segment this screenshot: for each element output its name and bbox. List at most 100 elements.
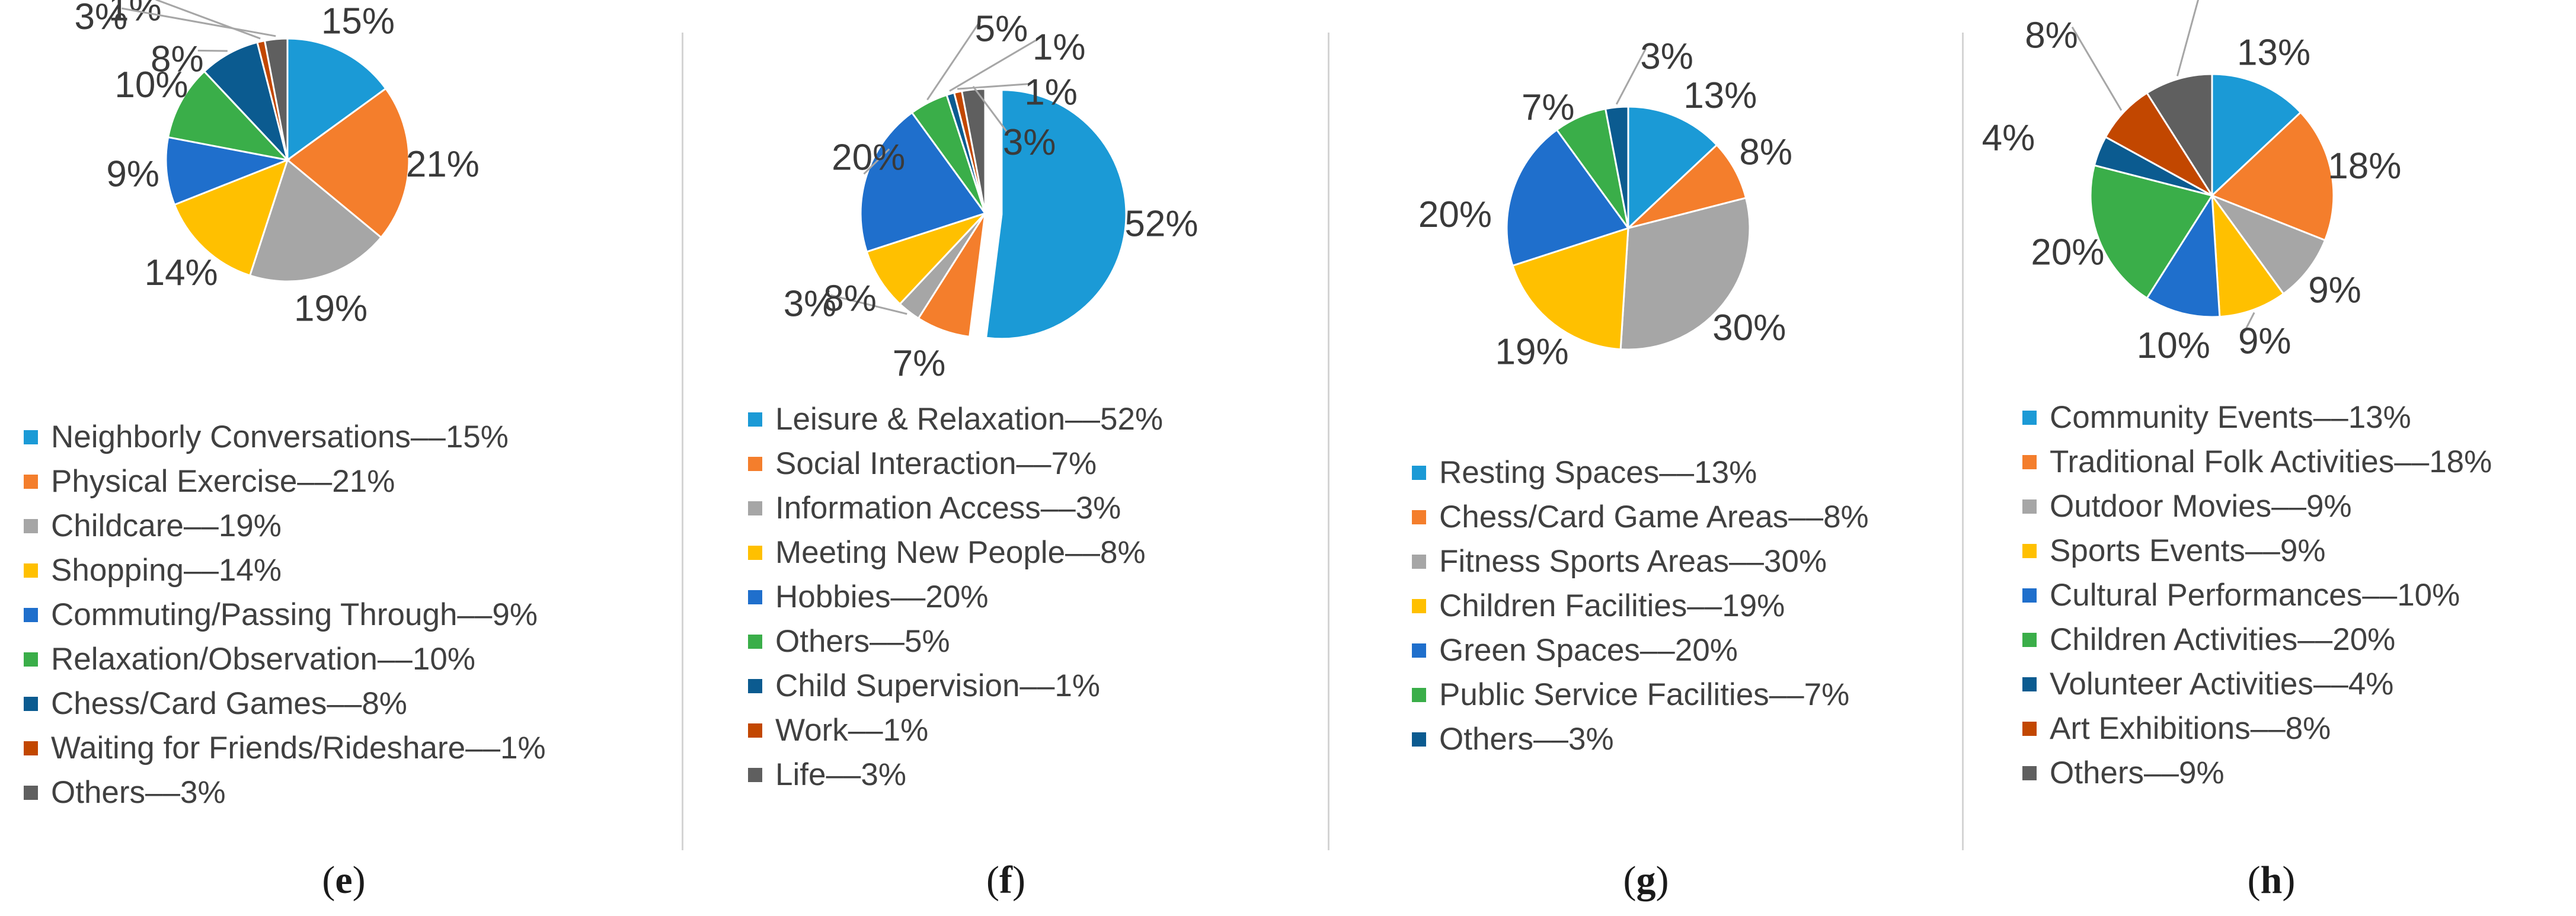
legend-swatch [24, 563, 38, 578]
slice-percent-label-7: 4% [1982, 118, 2035, 159]
slice-percent-label-1: 13% [2237, 33, 2310, 73]
panel-h: 13%18%9%9%10%20%4%8%9% Community Events–… [1963, 0, 2576, 916]
legend-label: Relaxation/Observation––10% [51, 642, 475, 677]
legend-label: Social Interaction––7% [775, 446, 1097, 481]
legend-swatch [24, 785, 38, 800]
pie-slice-4 [865, 212, 986, 306]
legend-label: Hobbies––20% [775, 579, 989, 614]
pie-slice-1 [2211, 73, 2302, 198]
panel-e: 15% 21% 19% 14% 9% 10% 8% 1% 3% Neighborly Conve… [0, 0, 682, 916]
slice-percent-label-3: 19% [294, 289, 367, 329]
legend-swatch [24, 430, 38, 444]
legend-label: Life––3% [775, 757, 907, 792]
leader-line-8 [2071, 26, 2123, 111]
slice-percent-label-4: 19% [1495, 331, 1569, 372]
pie-slice-1 [985, 89, 1127, 340]
slice-percent-label-1: 13% [1683, 75, 1757, 116]
leader-line-9 [122, 7, 276, 37]
pie-slice-3 [1619, 197, 1751, 351]
slice-percent-label-3: 9% [2308, 270, 2361, 311]
legend-swatch [748, 767, 762, 782]
slice-percent-label-9: 3% [75, 0, 128, 37]
legend-label: Commuting/Passing Through––9% [51, 597, 538, 632]
pie-slice-4 [1511, 226, 1629, 351]
legend-swatch [2022, 543, 2037, 558]
slice-percent-label-6: 10% [114, 65, 188, 105]
legend-item-1: Resting Spaces––13% [1412, 450, 1869, 495]
legend-label: Others––9% [2050, 755, 2225, 790]
legend-label: Others––5% [775, 624, 950, 659]
legend-label: Childcare––19% [51, 508, 282, 543]
slice-percent-label-2: 8% [1739, 132, 1792, 172]
slice-percent-label-9: 3% [1003, 122, 1056, 163]
legend-swatch [24, 607, 38, 622]
slice-percent-label-5: 10% [2137, 325, 2210, 366]
leader-line-9 [972, 86, 1009, 135]
legend-item-8: Art Exhibitions––8% [2022, 706, 2492, 751]
divider-3 [1962, 33, 1964, 850]
legend-swatch [24, 518, 38, 533]
legend-swatch [748, 412, 762, 427]
slice-percent-label-5: 20% [832, 137, 905, 178]
pie-slice-3 [248, 158, 383, 283]
pie-slice-5 [1506, 129, 1630, 267]
slice-percent-label-4: 8% [823, 278, 877, 319]
legend-f: Leisure & Relaxation––52% Social Interact… [748, 397, 1163, 797]
legend-item-3: Childcare––19% [24, 504, 546, 548]
leader-line-7 [949, 38, 1039, 92]
legend-swatch [1412, 643, 1426, 658]
legend-swatch [24, 696, 38, 711]
slice-percent-label-3: 30% [1712, 308, 1786, 348]
leader-line-8 [957, 83, 1031, 90]
slice-percent-label-4: 9% [2238, 321, 2291, 362]
legend-swatch [2022, 677, 2037, 691]
legend-label: Children Facilities––19% [1439, 588, 1785, 623]
pie-slice-1 [286, 37, 387, 162]
legend-label: Fitness Sports Areas––30% [1439, 544, 1827, 579]
legend-h: Community Events––13% Traditional Folk Ac… [2022, 395, 2492, 795]
legend-label: Others––3% [1439, 722, 1614, 757]
legend-swatch [2022, 454, 2037, 469]
legend-label: Children Activities––20% [2050, 622, 2396, 657]
legend-item-4: Sports Events––9% [2022, 529, 2492, 573]
legend-swatch [748, 501, 762, 515]
legend-swatch [2022, 588, 2037, 603]
leader-line-9 [2176, 0, 2200, 76]
legend-label: Traditional Folk Activities––18% [2050, 444, 2492, 479]
divider-2 [1328, 33, 1329, 850]
pie-slice-2 [1627, 143, 1747, 229]
panel-g: 13% 8% 30% 19% 20% 7% 3% Resting Spaces––13% Ch… [1329, 0, 1962, 916]
leader-line-3 [830, 294, 907, 315]
legend-swatch [748, 590, 762, 604]
legend-item-6: Children Activities––20% [2022, 617, 2492, 662]
leader-line-8 [155, 0, 261, 40]
legend-label: Art Exhibitions––8% [2050, 711, 2331, 746]
legend-item-5: Hobbies––20% [748, 575, 1163, 619]
legend-item-1: Leisure & Relaxation––52% [748, 397, 1163, 441]
legend-swatch [1412, 465, 1426, 480]
slice-percent-label-6: 20% [2031, 232, 2104, 273]
slice-percent-label-6: 5% [975, 8, 1028, 49]
legend-item-4: Shopping––14% [24, 548, 546, 592]
legend-swatch [1412, 732, 1426, 747]
legend-item-9: Others––9% [2022, 751, 2492, 795]
legend-swatch [748, 456, 762, 471]
legend-item-3: Fitness Sports Areas––30% [1412, 539, 1869, 584]
legend-item-6: Public Service Facilities––7% [1412, 672, 1869, 717]
pie-slice-5 [165, 136, 291, 206]
legend-label: Waiting for Friends/Rideshare––1% [51, 731, 546, 766]
legend-item-5: Green Spaces––20% [1412, 628, 1869, 672]
legend-swatch [24, 474, 38, 489]
legend-label: Chess/Card Game Areas––8% [1439, 499, 1869, 534]
legend-label: Work––1% [775, 713, 929, 748]
legend-label: Meeting New People––8% [775, 535, 1146, 570]
slice-percent-label-1: 15% [321, 1, 395, 42]
legend-swatch [1412, 687, 1426, 702]
legend-item-2: Chess/Card Game Areas––8% [1412, 495, 1869, 539]
slice-percent-label-2: 21% [406, 144, 480, 185]
legend-label: Shopping––14% [51, 553, 282, 588]
slice-percent-label-8: 1% [1024, 72, 1078, 113]
slice-percent-label-7: 1% [1033, 27, 1086, 68]
legend-swatch [1412, 598, 1426, 613]
pie-slice-6 [2089, 164, 2214, 300]
